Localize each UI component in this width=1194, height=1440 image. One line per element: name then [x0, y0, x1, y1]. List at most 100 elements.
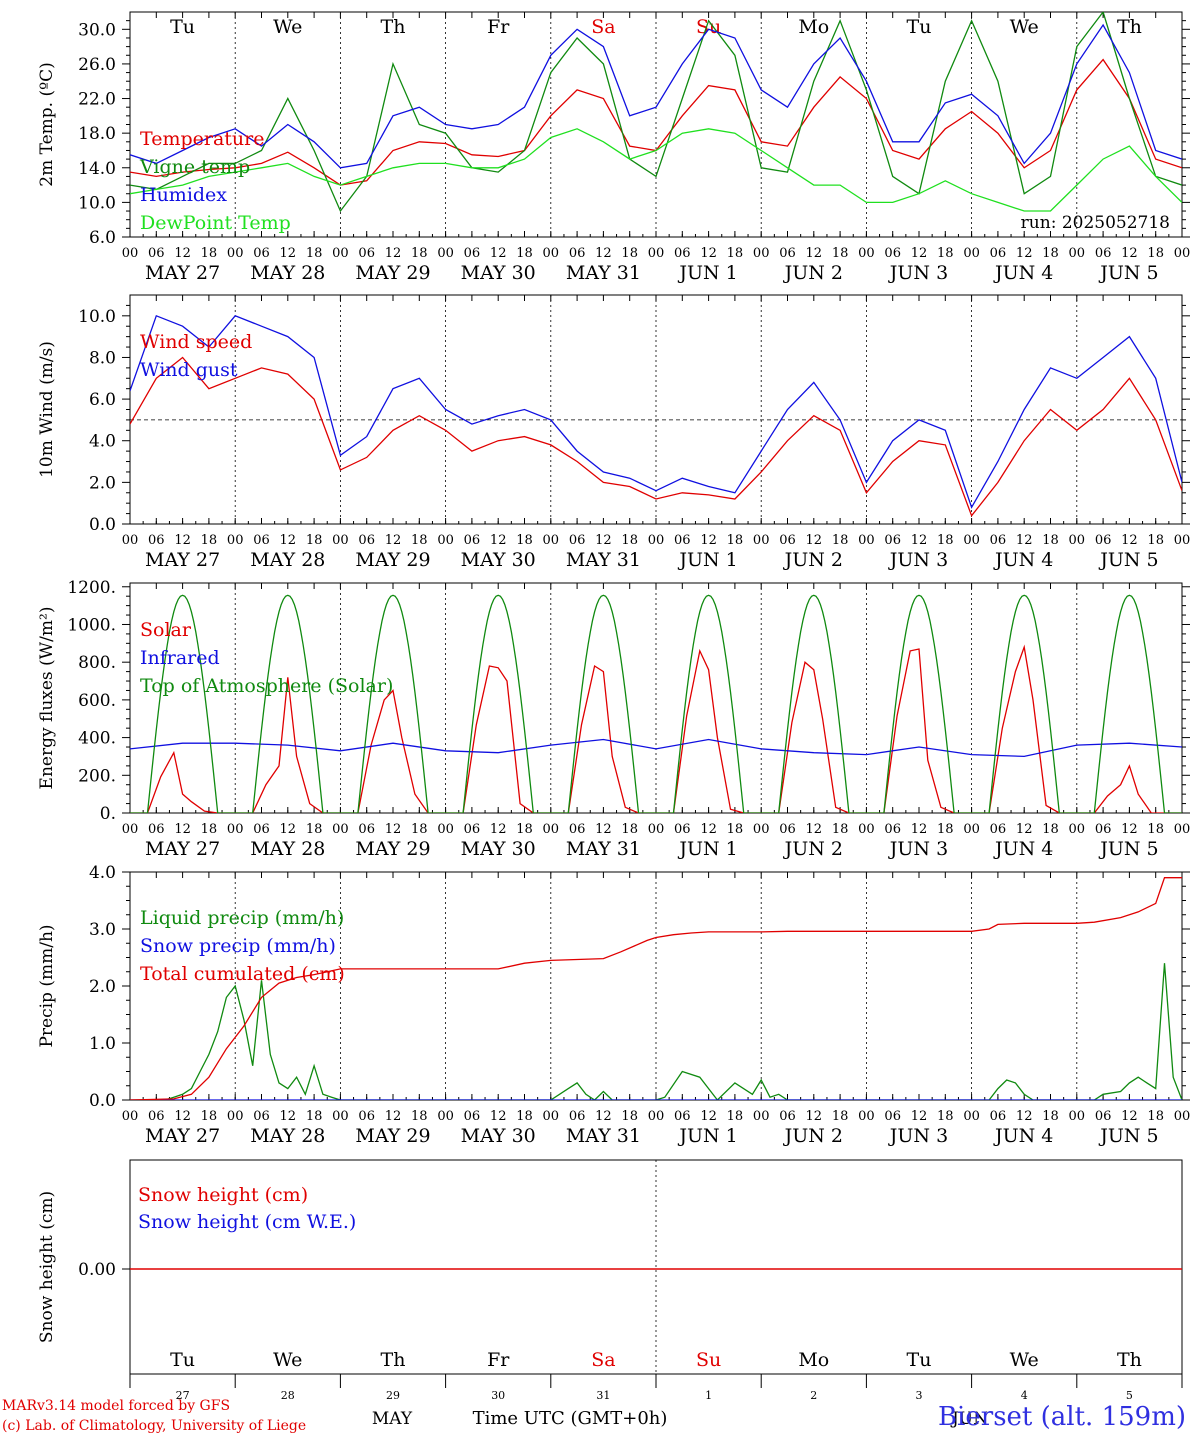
series-humidex-line — [130, 23, 1182, 169]
hour-tick-label: 18 — [201, 1109, 218, 1124]
weekday-label: We — [1010, 1349, 1039, 1371]
y-tick-label: 1000. — [67, 615, 116, 635]
date-label: MAY 28 — [250, 262, 325, 284]
hour-tick-label: 06 — [358, 1109, 375, 1124]
hour-tick-label: 18 — [201, 533, 218, 548]
y-tick-label: 0.00 — [78, 1260, 116, 1280]
hour-tick-label: 12 — [385, 533, 402, 548]
hour-tick-label: 00 — [543, 822, 560, 837]
weekday-label: Sa — [591, 16, 615, 38]
hour-tick-label: 12 — [700, 822, 717, 837]
y-tick-label: 0.0 — [89, 1091, 116, 1111]
hour-tick-label: 18 — [1042, 1109, 1059, 1124]
hour-tick-label: 00 — [227, 246, 244, 261]
hour-tick-label: 06 — [884, 533, 901, 548]
weekday-label: Tu — [907, 1349, 932, 1371]
weekday-label: Th — [1117, 16, 1142, 38]
series-solar-line — [130, 644, 1182, 813]
hour-tick-label: 12 — [280, 533, 297, 548]
legend-series-top-of-atmosphere-solar: Top of Atmosphere (Solar) — [140, 675, 393, 697]
hour-tick-label: 12 — [595, 246, 612, 261]
hour-tick-label: 00 — [122, 822, 139, 837]
hour-tick-label: 00 — [227, 1109, 244, 1124]
day-number-label: 31 — [596, 1389, 610, 1402]
y-axis-label: 10m Wind (m/s) — [37, 341, 57, 478]
hour-tick-label: 00 — [963, 533, 980, 548]
panel-energy: Energy fluxes (W/m²) 0. 200. 400. 600. 800. 10… — [37, 578, 1190, 860]
hour-tick-label: 18 — [306, 246, 323, 261]
hour-tick-label: 12 — [1016, 1109, 1033, 1124]
date-label: MAY 30 — [461, 1125, 536, 1147]
hour-tick-label: 12 — [174, 533, 191, 548]
date-label: JUN 4 — [993, 549, 1053, 571]
series-vigne-temp-line — [130, 12, 1182, 213]
hour-tick-label: 18 — [937, 533, 954, 548]
hour-tick-label: 06 — [148, 246, 165, 261]
hour-tick-label: 00 — [543, 1109, 560, 1124]
panel-temp: 2m Temp. (ºC) 6.0 10.0 14.0 18.0 22.0 26.0 30.0… — [37, 11, 1190, 284]
hour-tick-label: 00 — [648, 1109, 665, 1124]
hour-tick-label: 18 — [832, 1109, 849, 1124]
month-label: JUN — [950, 1409, 988, 1429]
hour-tick-label: 12 — [595, 533, 612, 548]
hour-tick-label: 00 — [1174, 822, 1191, 837]
legend-series-wind-speed: Wind speed — [140, 331, 252, 353]
hour-tick-label: 06 — [1095, 1109, 1112, 1124]
hour-tick-label: 12 — [490, 246, 507, 261]
hour-tick-label: 00 — [963, 1109, 980, 1124]
hour-tick-label: 00 — [332, 822, 349, 837]
y-axis-label: 2m Temp. (ºC) — [37, 62, 57, 187]
weekday-label: Su — [696, 16, 721, 38]
hour-tick-label: 06 — [569, 822, 586, 837]
legend-series-infrared: Infrared — [140, 647, 220, 669]
date-label: MAY 28 — [250, 549, 325, 571]
series-wind-speed-line — [130, 356, 1182, 518]
hour-tick-label: 00 — [437, 246, 454, 261]
y-axis-label: Snow height (cm) — [37, 1191, 57, 1343]
y-tick-label: 26.0 — [78, 55, 116, 75]
date-label: MAY 27 — [145, 262, 220, 284]
y-tick-label: 4.0 — [89, 863, 116, 883]
hour-tick-label: 00 — [858, 822, 875, 837]
date-label: MAY 29 — [355, 1125, 430, 1147]
y-axis-label: Precip (mm/h) — [37, 924, 57, 1047]
hour-tick-label: 12 — [280, 246, 297, 261]
hour-tick-label: 12 — [911, 1109, 928, 1124]
hour-tick-label: 18 — [516, 822, 533, 837]
hour-tick-label: 12 — [911, 246, 928, 261]
y-axis-label: Energy fluxes (W/m²) — [37, 607, 57, 790]
hour-tick-label: 18 — [727, 533, 744, 548]
y-tick-label: 800. — [78, 653, 116, 673]
hour-tick-label: 00 — [648, 246, 665, 261]
date-label: MAY 27 — [145, 838, 220, 860]
hour-tick-label: 12 — [280, 1109, 297, 1124]
day-number-label: 1 — [705, 1389, 712, 1402]
hour-tick-label: 00 — [858, 246, 875, 261]
hour-tick-label: 12 — [174, 246, 191, 261]
hour-tick-label: 12 — [174, 1109, 191, 1124]
hour-tick-label: 18 — [832, 246, 849, 261]
hour-tick-label: 12 — [385, 822, 402, 837]
date-label: MAY 30 — [461, 838, 536, 860]
weekday-label: Tu — [170, 1349, 195, 1371]
y-tick-label: 14.0 — [78, 159, 116, 179]
hour-tick-label: 06 — [148, 533, 165, 548]
legend-series-dewpoint-temp: DewPoint Temp — [140, 212, 291, 234]
hour-tick-label: 12 — [700, 533, 717, 548]
hour-tick-label: 06 — [779, 246, 796, 261]
hour-tick-label: 00 — [753, 533, 770, 548]
y-tick-label: 0. — [100, 804, 116, 824]
hour-tick-label: 00 — [648, 533, 665, 548]
day-number-label: 2 — [810, 1389, 817, 1402]
day-number-label: 5 — [1126, 1389, 1133, 1402]
y-tick-label: 4.0 — [89, 432, 116, 452]
hour-tick-label: 18 — [937, 246, 954, 261]
date-label: MAY 30 — [461, 549, 536, 571]
hour-tick-label: 00 — [122, 1109, 139, 1124]
date-label: JUN 4 — [993, 1125, 1053, 1147]
hour-tick-label: 12 — [385, 1109, 402, 1124]
hour-tick-label: 06 — [464, 1109, 481, 1124]
weekday-label: We — [273, 16, 302, 38]
y-tick-label: 400. — [78, 729, 116, 749]
hour-tick-label: 06 — [253, 1109, 270, 1124]
